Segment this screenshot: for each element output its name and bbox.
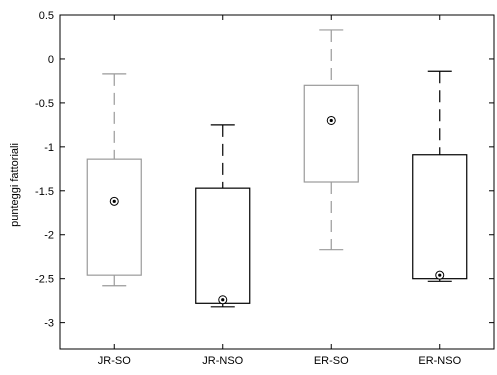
plot-frame bbox=[59, 14, 495, 350]
y-tick-label: -2 bbox=[44, 230, 54, 242]
box-group bbox=[412, 70, 468, 282]
x-tick-label: ER-NSO bbox=[418, 355, 461, 367]
y-tick-label: -1.5 bbox=[35, 186, 54, 198]
x-tick-label: JR-NSO bbox=[202, 355, 243, 367]
box-group bbox=[195, 124, 251, 308]
median-marker-dot bbox=[112, 199, 116, 203]
y-tick-label: -3 bbox=[44, 318, 54, 330]
box-body bbox=[195, 187, 251, 304]
y-axis-label: punteggi fattoriali bbox=[9, 143, 21, 227]
y-tick-label: -2.5 bbox=[35, 274, 54, 286]
box-body bbox=[303, 84, 359, 183]
x-tick-label: JR-SO bbox=[98, 355, 131, 367]
y-tick-label: 0.5 bbox=[39, 10, 54, 22]
box-body bbox=[86, 158, 142, 276]
median-marker-dot bbox=[438, 273, 442, 277]
box-body bbox=[412, 154, 468, 280]
box-group bbox=[86, 73, 142, 287]
y-tick-label: 0 bbox=[48, 54, 54, 66]
x-tick-label: ER-SO bbox=[314, 355, 349, 367]
median-marker-dot bbox=[329, 118, 333, 123]
marks-layer bbox=[86, 29, 468, 308]
y-tick-label: -1 bbox=[44, 142, 54, 154]
median-marker-dot bbox=[221, 298, 225, 302]
axes-layer: 0.5 0 -0.5 -1 -1.5 -2 -2.5 -3 JR-SO JR-NSO ER-SO ER… bbox=[35, 10, 495, 367]
box-group bbox=[303, 29, 359, 251]
y-tick-label: -0.5 bbox=[35, 98, 54, 110]
